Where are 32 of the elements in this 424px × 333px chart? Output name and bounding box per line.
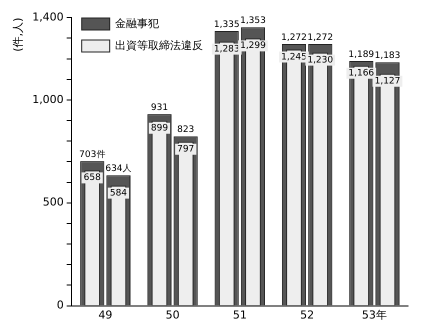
data-label: 899 [150,124,168,134]
data-label: 584 [110,188,128,198]
data-label: 658 [84,173,102,184]
data-label: 1,283 [214,44,240,55]
data-label: 1,335 [214,20,240,30]
legend-label: 金融事犯 [115,16,160,30]
data-label: 797 [177,144,194,155]
data-label: 1,127 [374,76,400,87]
data-label: 823 [177,125,194,136]
data-label: 1,183 [374,51,400,62]
data-label: 1,230 [307,55,334,66]
x-tick-label: 50 [166,308,180,322]
y-tick-label: 500 [42,196,64,209]
y-tick-label: 1,000 [32,92,64,106]
data-label: 634人 [105,163,132,174]
data-label: 1,272 [281,32,307,43]
x-tick-label: 52 [300,308,314,322]
x-tick-label: 53年 [362,308,387,322]
data-label: 1,353 [240,16,266,26]
data-label: 1,299 [240,41,266,52]
data-label: 931 [150,102,168,113]
data-label: 703件 [79,148,106,160]
data-label: 1,166 [348,68,374,79]
y-axis-title: (件,人) [11,18,24,52]
x-tick-label: 51 [232,308,247,322]
x-tick-label: 49 [98,308,112,322]
y-tick-label: 0 [56,298,64,312]
legend-label: 出資等取締法違反 [115,38,204,52]
data-label: 1,189 [348,50,374,60]
y-tick-label: 1,400 [32,10,64,24]
data-label: 1,272 [307,32,334,43]
data-label: 1,245 [281,52,307,62]
